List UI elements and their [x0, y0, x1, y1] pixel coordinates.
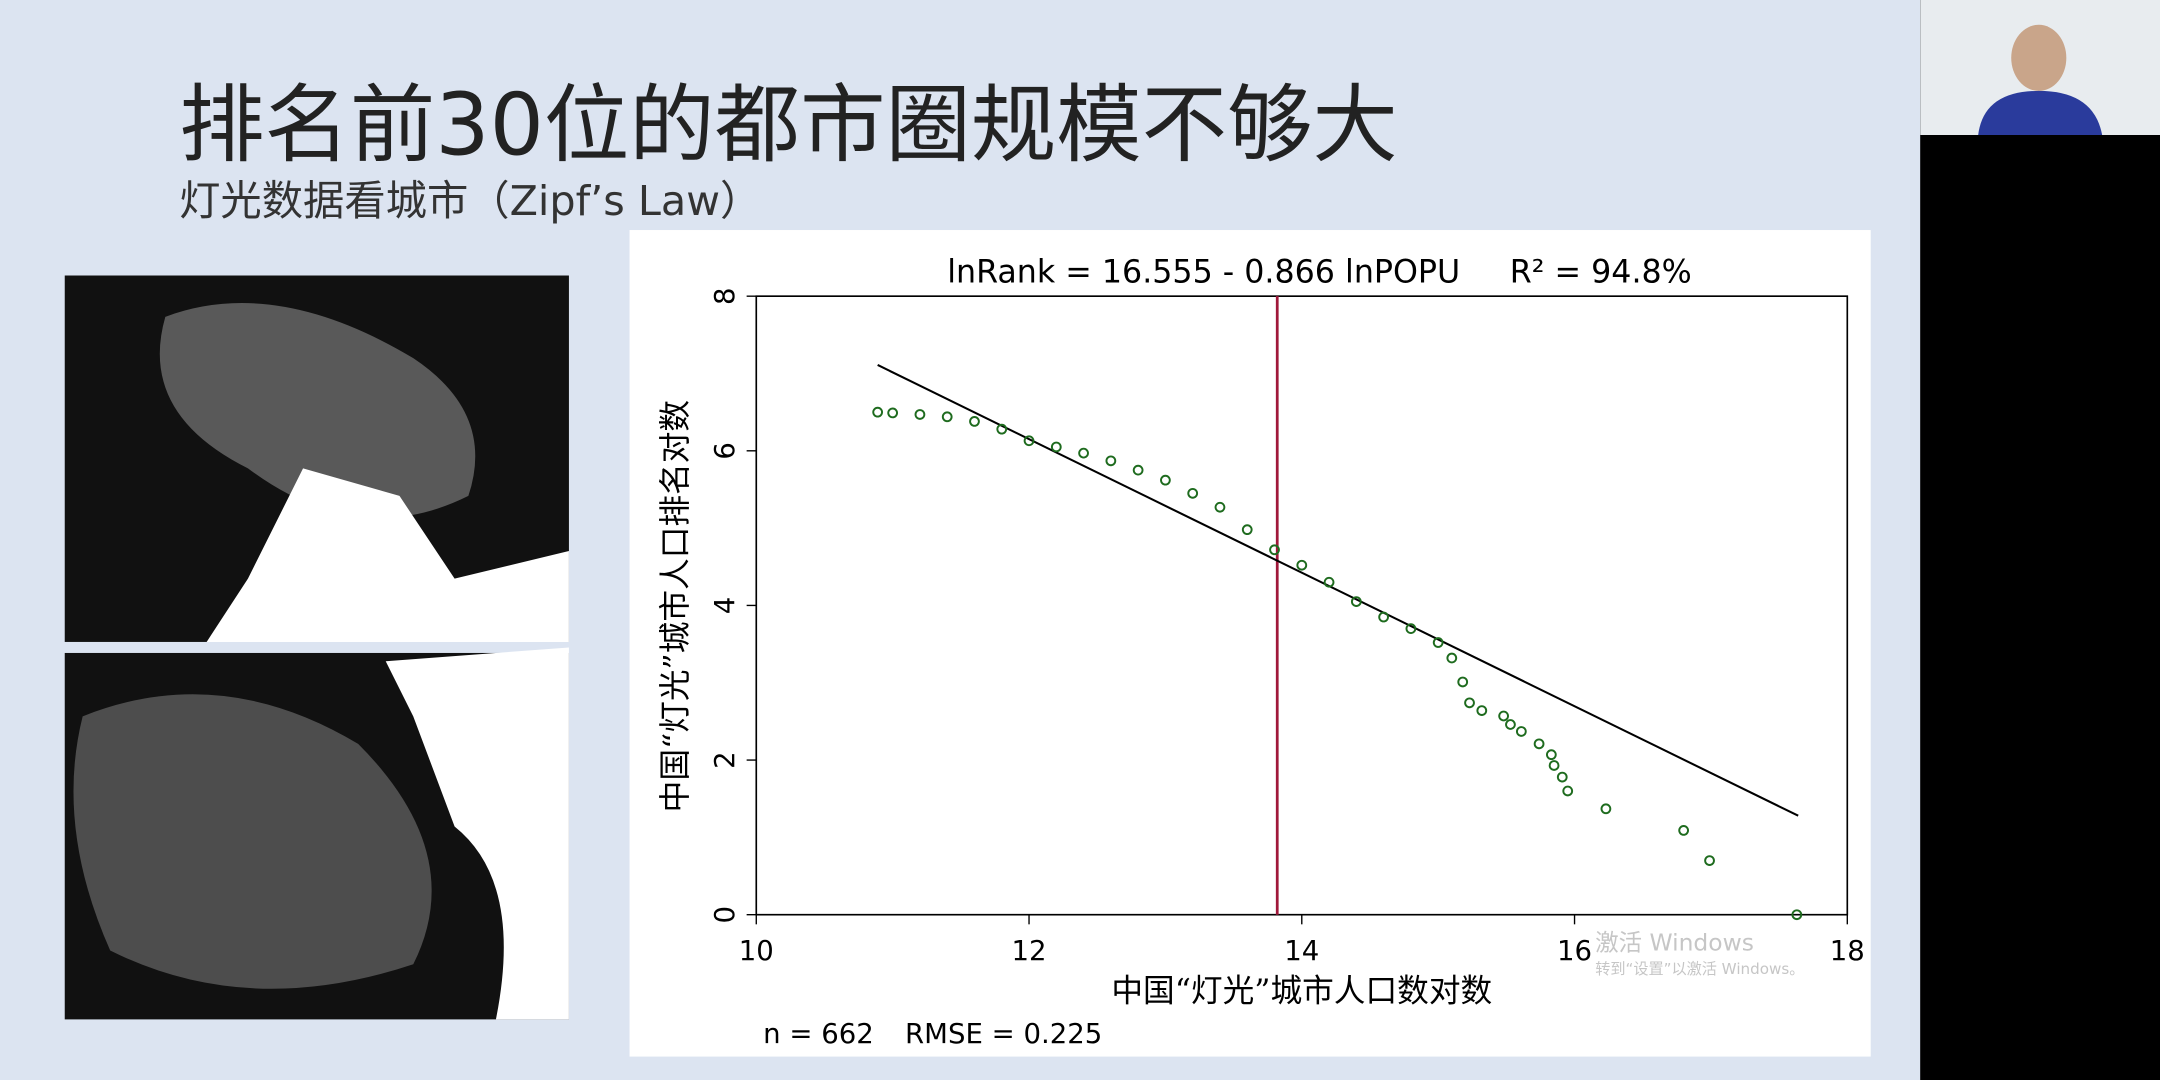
fit-line — [877, 364, 1799, 817]
point — [1446, 652, 1458, 664]
plot: 10 12 14 16 18 0 2 4 6 8 — [709, 287, 1865, 967]
point — [1545, 749, 1557, 761]
point — [1350, 596, 1362, 607]
point — [1241, 524, 1253, 536]
x-tick-label: 12 — [1011, 935, 1046, 967]
slide-subtitle: 灯光数据看城市（Zipf’s Law） — [179, 177, 761, 225]
point — [1556, 771, 1568, 783]
point — [1464, 697, 1475, 709]
point — [1457, 676, 1469, 688]
rmse-label: RMSE = 0.225 — [905, 1018, 1102, 1050]
x-tick-label: 18 — [1830, 935, 1865, 967]
point — [1678, 825, 1690, 836]
map-glow — [73, 694, 432, 989]
slide-title: 排名前30位的都市圈规模不够大 — [179, 76, 1398, 175]
r-squared: R² = 94.8% — [1510, 254, 1692, 290]
shirt — [1978, 90, 2103, 135]
point — [1562, 785, 1574, 797]
point — [1132, 464, 1144, 476]
point — [1105, 455, 1117, 467]
point — [1214, 501, 1226, 513]
x-tick-label: 16 — [1557, 935, 1592, 967]
chart-panel — [629, 230, 1871, 1057]
webcam — [1920, 0, 2160, 135]
point — [996, 423, 1008, 435]
point — [1323, 576, 1335, 588]
point — [887, 407, 899, 419]
point — [1023, 435, 1035, 447]
point — [1050, 441, 1062, 453]
x-tick-label: 10 — [739, 935, 774, 967]
point — [1078, 447, 1089, 459]
point — [872, 406, 884, 418]
point — [1791, 909, 1803, 921]
point — [1160, 474, 1171, 486]
point — [969, 416, 980, 427]
point — [1533, 738, 1545, 750]
point — [1476, 705, 1488, 716]
point — [914, 409, 926, 420]
point — [1432, 637, 1444, 648]
point — [1296, 559, 1308, 571]
side-panel — [1920, 0, 2160, 1080]
map-glow — [159, 303, 476, 518]
map-sea — [385, 647, 569, 1020]
point — [941, 411, 953, 423]
point — [1515, 726, 1527, 737]
y-tick-label: 4 — [709, 597, 741, 615]
point — [1704, 855, 1715, 866]
point — [1405, 623, 1417, 635]
point — [1548, 760, 1560, 771]
point — [1600, 803, 1612, 815]
point — [1498, 710, 1509, 722]
x-axis-label: 中国“灯光”城市人口数对数 — [1111, 973, 1492, 1009]
face — [2011, 24, 2067, 91]
y-tick-label: 2 — [709, 751, 741, 769]
night-light-maps — [64, 275, 569, 1020]
y-axis-label: 中国“灯光”城市人口排名对数 — [658, 400, 694, 812]
point — [1505, 719, 1516, 730]
n-label: n = 662 — [763, 1018, 874, 1050]
x-tick-label: 14 — [1284, 935, 1319, 967]
y-tick-label: 6 — [709, 442, 741, 460]
point — [1269, 544, 1280, 556]
y-tick-label: 8 — [709, 287, 741, 305]
map-sea — [206, 468, 569, 642]
watermark-subtitle: 转到“设置”以激活 Windows。 — [1595, 960, 1804, 978]
point — [1378, 611, 1389, 623]
fit-equation: lnRank = 16.555 - 0.866 lnPOPU — [947, 254, 1460, 290]
y-tick-label: 0 — [709, 906, 741, 924]
watermark-title: 激活 Windows — [1595, 929, 1754, 957]
point — [1187, 487, 1199, 499]
